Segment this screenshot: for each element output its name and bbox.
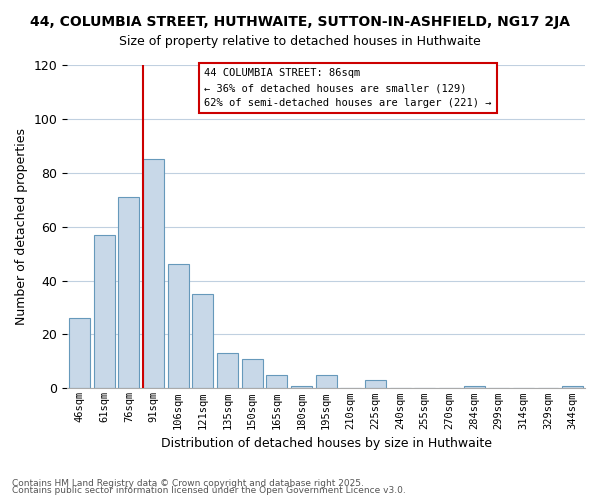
Bar [242, 358, 263, 388]
Bar [118, 197, 139, 388]
X-axis label: Distribution of detached houses by size in Huthwaite: Distribution of detached houses by size … [161, 437, 491, 450]
Bar [464, 386, 485, 388]
Bar [266, 375, 287, 388]
Bar [316, 375, 337, 388]
Bar [192, 294, 213, 388]
Bar [562, 386, 583, 388]
Bar [69, 318, 90, 388]
Bar [291, 386, 312, 388]
Bar [94, 235, 115, 388]
Text: 44 COLUMBIA STREET: 86sqm
← 36% of detached houses are smaller (129)
62% of semi: 44 COLUMBIA STREET: 86sqm ← 36% of detac… [205, 68, 492, 108]
Bar [167, 264, 188, 388]
Text: Size of property relative to detached houses in Huthwaite: Size of property relative to detached ho… [119, 35, 481, 48]
Text: 44, COLUMBIA STREET, HUTHWAITE, SUTTON-IN-ASHFIELD, NG17 2JA: 44, COLUMBIA STREET, HUTHWAITE, SUTTON-I… [30, 15, 570, 29]
Bar [143, 160, 164, 388]
Bar [365, 380, 386, 388]
Y-axis label: Number of detached properties: Number of detached properties [15, 128, 28, 325]
Text: Contains public sector information licensed under the Open Government Licence v3: Contains public sector information licen… [12, 486, 406, 495]
Text: Contains HM Land Registry data © Crown copyright and database right 2025.: Contains HM Land Registry data © Crown c… [12, 478, 364, 488]
Bar [217, 354, 238, 388]
